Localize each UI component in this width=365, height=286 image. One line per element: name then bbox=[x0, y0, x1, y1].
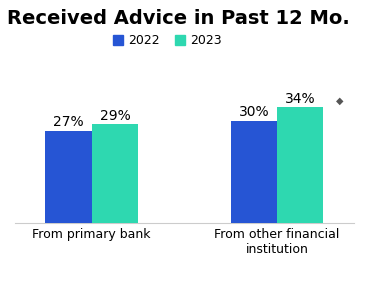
Text: 29%: 29% bbox=[100, 109, 130, 123]
Text: 34%: 34% bbox=[285, 92, 315, 106]
Bar bbox=[231, 121, 277, 223]
Bar bbox=[92, 124, 138, 223]
Text: 30%: 30% bbox=[238, 105, 269, 119]
Bar bbox=[46, 131, 92, 223]
Bar bbox=[277, 107, 323, 223]
Text: ◆: ◆ bbox=[336, 96, 344, 106]
Text: Received Advice in Past 12 Mo.: Received Advice in Past 12 Mo. bbox=[7, 9, 350, 27]
Legend: 2022, 2023: 2022, 2023 bbox=[111, 32, 224, 50]
Text: 27%: 27% bbox=[53, 116, 84, 130]
